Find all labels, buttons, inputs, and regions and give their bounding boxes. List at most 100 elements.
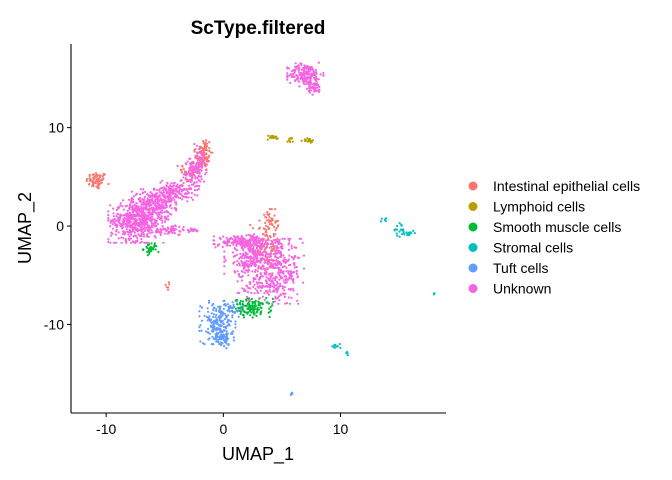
data-point — [198, 151, 201, 154]
data-point — [175, 190, 178, 193]
data-point — [269, 266, 273, 269]
data-point — [251, 316, 254, 319]
data-point — [227, 337, 230, 340]
data-point — [117, 231, 120, 234]
data-point — [239, 310, 243, 313]
data-point — [271, 266, 275, 269]
data-point — [159, 218, 162, 221]
data-point — [270, 245, 273, 248]
data-point — [191, 168, 194, 171]
data-point — [249, 258, 252, 262]
data-point — [308, 85, 311, 88]
data-point — [274, 279, 277, 282]
data-point — [244, 304, 247, 307]
data-point — [171, 231, 174, 235]
data-point — [159, 181, 162, 184]
data-point — [201, 158, 204, 161]
data-point — [294, 62, 297, 65]
data-point — [166, 288, 170, 291]
data-point — [142, 233, 146, 236]
data-point — [218, 317, 221, 320]
data-point — [113, 241, 116, 244]
data-point — [185, 196, 188, 199]
data-point — [245, 253, 248, 256]
y-tick-label: 0 — [56, 218, 64, 234]
data-point — [315, 72, 318, 75]
data-point — [269, 290, 272, 293]
data-point — [272, 264, 275, 267]
data-point — [131, 208, 134, 211]
data-point — [318, 88, 321, 91]
data-point — [268, 288, 271, 291]
data-point — [278, 284, 281, 288]
data-point — [212, 242, 215, 246]
data-point — [176, 183, 179, 186]
data-point — [119, 202, 122, 205]
data-point — [198, 310, 201, 313]
data-point — [147, 194, 150, 197]
data-point — [286, 140, 289, 143]
data-point — [134, 213, 138, 216]
data-point — [254, 268, 257, 272]
data-point — [220, 324, 223, 327]
data-point — [269, 275, 272, 278]
data-point — [339, 346, 342, 350]
data-point — [165, 218, 168, 221]
data-point — [118, 222, 121, 225]
data-point — [303, 83, 306, 86]
data-point — [164, 199, 167, 202]
data-point — [149, 191, 152, 194]
data-point — [103, 173, 106, 176]
data-point — [246, 291, 250, 294]
data-point — [165, 206, 168, 209]
data-point — [273, 300, 276, 303]
data-point — [243, 288, 246, 291]
data-point — [151, 215, 154, 218]
data-point — [283, 286, 286, 289]
data-point — [280, 271, 283, 274]
data-point — [198, 326, 201, 329]
data-point — [223, 241, 226, 244]
data-point — [216, 340, 219, 343]
data-point — [122, 230, 125, 233]
data-point — [302, 254, 306, 257]
data-point — [194, 156, 197, 159]
data-point — [291, 271, 295, 274]
legend-item: Smooth muscle cells — [468, 219, 621, 235]
data-point — [266, 259, 269, 262]
data-point — [290, 244, 293, 247]
data-point — [198, 168, 201, 171]
data-point — [277, 267, 280, 270]
data-point — [267, 261, 270, 264]
data-point — [217, 305, 220, 308]
data-point — [264, 215, 267, 218]
data-point — [253, 270, 257, 273]
scatter-points — [85, 61, 436, 396]
data-point — [139, 218, 142, 221]
data-point — [238, 262, 241, 265]
data-point — [398, 222, 401, 225]
series-5-points — [107, 61, 325, 305]
data-point — [183, 187, 186, 191]
data-point — [238, 237, 241, 240]
data-point — [138, 207, 142, 210]
data-point — [197, 187, 201, 190]
data-point — [86, 177, 89, 181]
data-point — [187, 184, 190, 187]
data-point — [259, 289, 262, 292]
data-point — [140, 205, 143, 208]
data-point — [170, 185, 173, 188]
data-point — [126, 215, 129, 218]
data-point — [229, 304, 232, 308]
data-point — [200, 156, 203, 160]
data-point — [241, 255, 244, 258]
legend-label: Lymphoid cells — [493, 199, 585, 215]
data-point — [182, 176, 185, 179]
data-point — [130, 230, 133, 233]
data-point — [268, 212, 271, 216]
data-point — [189, 178, 192, 181]
data-point — [271, 242, 274, 245]
data-point — [204, 173, 207, 176]
data-point — [153, 242, 156, 245]
data-point — [207, 317, 210, 320]
